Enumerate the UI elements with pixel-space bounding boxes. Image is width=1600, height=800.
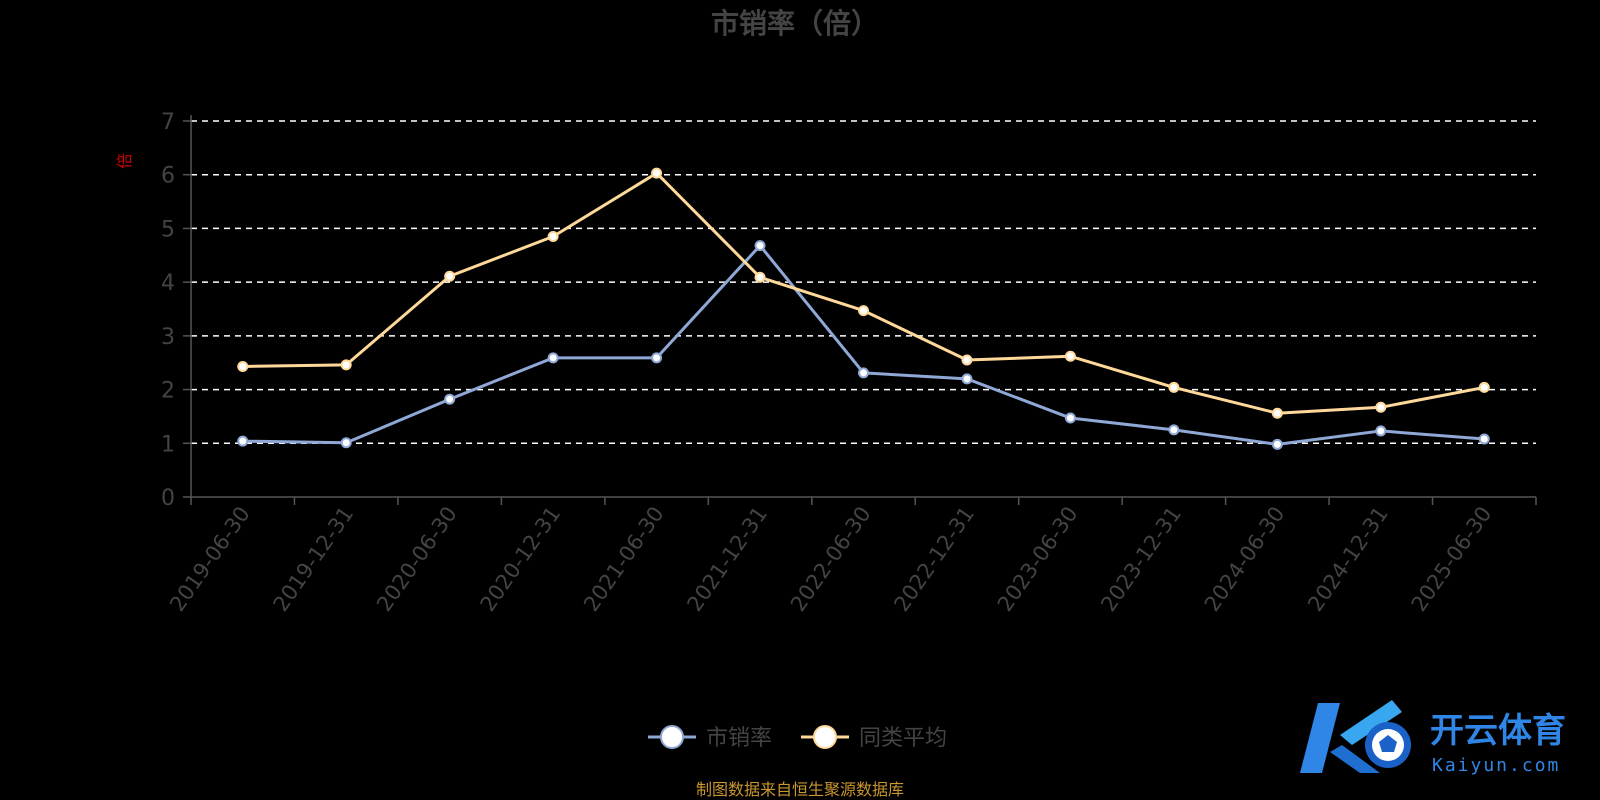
data-point-0-3[interactable] [547,352,559,364]
data-point-0-6[interactable] [858,367,869,379]
series-1 [237,167,1490,419]
data-point-1-1[interactable] [340,359,352,371]
x-tick-label-2019-06-30: 2019-06-30 [165,502,255,616]
y-tick-label-6: 6 [161,164,175,189]
y-tick-label-3: 3 [161,325,175,350]
y-tick-label-4: 4 [161,271,175,296]
chart-title: 市销率（倍） [711,7,879,40]
x-tick-label-2021-12-31: 2021-12-31 [682,502,772,616]
y-tick-label-7: 7 [161,110,175,135]
legend-marker-0 [660,725,684,749]
legend-label-0: 市销率 [706,726,772,751]
data-point-0-7[interactable] [961,373,973,385]
data-point-0-10[interactable] [1271,438,1283,450]
watermark-english-text: Kaiyun.com [1432,755,1560,776]
data-point-0-1[interactable] [340,437,352,449]
x-tick-label-2022-06-30: 2022-06-30 [786,502,876,616]
y-tick-label-1: 1 [161,432,175,457]
data-point-1-6[interactable] [858,305,869,317]
data-point-1-12[interactable] [1478,381,1490,393]
data-point-0-12[interactable] [1478,433,1490,445]
y-axis-label: 倍 [115,153,134,169]
data-point-1-5[interactable] [754,271,766,283]
axis-layer [190,115,1537,505]
x-tick-label-2025-06-30: 2025-06-30 [1407,502,1497,616]
legend-item-0[interactable]: 市销率 [648,725,772,751]
data-point-1-7[interactable] [961,354,973,366]
y-tick-label-2: 2 [161,379,175,404]
legend-item-1[interactable]: 同类平均 [801,725,947,751]
x-tick-label-2022-12-31: 2022-12-31 [889,502,979,616]
data-point-0-9[interactable] [1168,424,1180,436]
watermark-logo: 开云体育 Kaiyun.com [1300,700,1566,776]
x-tick-label-2020-12-31: 2020-12-31 [476,502,566,616]
data-point-1-9[interactable] [1168,381,1180,393]
legend-marker-1 [813,725,837,749]
watermark-chinese-text: 开云体育 [1430,711,1566,751]
data-point-0-5[interactable] [754,240,766,252]
x-tick-label-2023-06-30: 2023-06-30 [993,502,1083,616]
data-point-0-2[interactable] [444,393,456,405]
x-tick-labels: 2019-06-30 2019-12-31 2020-06-30 2020-12-31… [165,502,1496,616]
series-layer [237,167,1490,450]
data-point-1-10[interactable] [1271,407,1283,419]
data-point-1-0[interactable] [237,360,249,372]
legend[interactable]: 市销率 同类平均 [648,725,947,751]
y-tick-label-5: 5 [161,217,175,242]
x-tick-label-2021-06-30: 2021-06-30 [579,502,669,616]
x-tick-label-2024-12-31: 2024-12-31 [1303,502,1393,616]
data-point-1-11[interactable] [1375,401,1387,413]
x-tick-label-2024-06-30: 2024-06-30 [1200,502,1290,616]
series-line-0 [242,244,1485,446]
data-point-0-11[interactable] [1375,425,1387,437]
data-point-1-2[interactable] [444,270,456,282]
kaiyun-logo-icon [1300,700,1411,773]
data-point-0-8[interactable] [1064,412,1076,424]
y-tick-label-0: 0 [161,486,175,511]
data-point-1-4[interactable] [651,167,663,179]
x-tick-label-2019-12-31: 2019-12-31 [269,502,359,616]
series-0 [237,240,1490,450]
data-point-0-4[interactable] [651,352,663,364]
legend-label-1: 同类平均 [859,726,947,751]
data-point-1-8[interactable] [1064,350,1076,362]
y-tick-labels: 0 1 2 3 4 5 6 7 [161,110,175,511]
data-source-note: 制图数据来自恒生聚源数据库 [696,780,904,799]
data-point-1-3[interactable] [547,230,559,242]
x-tick-label-2023-12-31: 2023-12-31 [1096,502,1186,616]
x-tick-label-2020-06-30: 2020-06-30 [372,502,462,616]
data-point-0-0[interactable] [237,435,249,447]
grid-layer [183,120,1536,498]
